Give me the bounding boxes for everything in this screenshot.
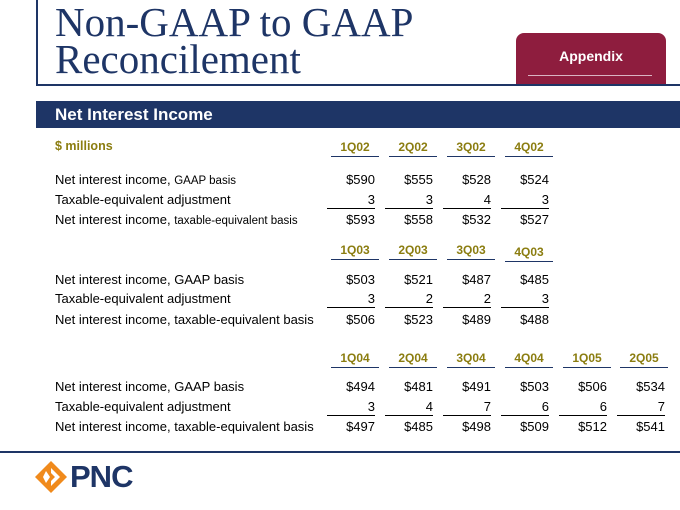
col-header: 1Q05: [563, 351, 611, 368]
value-cell: 2: [443, 291, 491, 308]
section-banner: Net Interest Income: [36, 101, 680, 128]
value-cell: $532: [462, 212, 491, 227]
page-title: Non-GAAP to GAAP Reconcilement: [55, 0, 414, 82]
value-cell: $512: [578, 419, 607, 434]
appendix-label: Appendix: [559, 48, 623, 64]
title-rule: [36, 84, 680, 86]
value-cell: $506: [578, 379, 607, 394]
title-left-rule: [36, 0, 38, 84]
col-header: 2Q04: [389, 351, 437, 368]
col-header: 4Q03: [505, 245, 553, 262]
row-label-taxable-equivalent: Net interest income, taxable-equivalent …: [55, 212, 298, 227]
value-cell: $527: [520, 212, 549, 227]
value-cell: 3: [327, 399, 375, 416]
footer-rule: [0, 451, 680, 453]
value-cell: 4: [443, 192, 491, 209]
value-cell: 3: [501, 291, 549, 308]
row-label-adjustment: Taxable-equivalent adjustment: [55, 192, 231, 207]
row-label-adjustment: Taxable-equivalent adjustment: [55, 399, 231, 414]
value-cell: $481: [404, 379, 433, 394]
value-cell: $593: [346, 212, 375, 227]
col-header: 1Q04: [331, 351, 379, 368]
value-cell: $489: [462, 312, 491, 327]
value-cell: $485: [520, 272, 549, 287]
value-cell: $558: [404, 212, 433, 227]
value-cell: $503: [346, 272, 375, 287]
row-label-taxable-equivalent: Net interest income, taxable-equivalent …: [55, 419, 314, 434]
value-cell: $509: [520, 419, 549, 434]
value-cell: $541: [636, 419, 665, 434]
col-header: 4Q04: [505, 351, 553, 368]
col-header: 2Q05: [620, 351, 668, 368]
appendix-underline: [528, 75, 652, 76]
value-cell: $488: [520, 312, 549, 327]
col-header: 3Q04: [447, 351, 495, 368]
value-cell: $494: [346, 379, 375, 394]
col-header: 2Q03: [389, 243, 437, 260]
units-label: $ millions: [55, 139, 113, 153]
value-cell: $555: [404, 172, 433, 187]
value-cell: $590: [346, 172, 375, 187]
value-cell: 3: [501, 192, 549, 209]
value-cell: $485: [404, 419, 433, 434]
value-cell: $524: [520, 172, 549, 187]
col-header: 1Q03: [331, 243, 379, 260]
value-cell: $498: [462, 419, 491, 434]
row-label-gaap: Net interest income, GAAP basis: [55, 272, 245, 287]
value-cell: $506: [346, 312, 375, 327]
col-header: 1Q02: [331, 140, 379, 157]
value-cell: 6: [559, 399, 607, 416]
section-title: Net Interest Income: [55, 105, 213, 124]
value-cell: 3: [385, 192, 433, 209]
value-cell: $534: [636, 379, 665, 394]
value-cell: $523: [404, 312, 433, 327]
value-cell: 7: [443, 399, 491, 416]
value-cell: $497: [346, 419, 375, 434]
row-label-gaap: Net interest income, GAAP basis: [55, 172, 237, 187]
pnc-logo-icon: [35, 461, 67, 493]
col-header: 2Q02: [389, 140, 437, 157]
row-label-adjustment: Taxable-equivalent adjustment: [55, 291, 231, 306]
row-label-taxable-equivalent: Net interest income, taxable-equivalent …: [55, 312, 314, 327]
value-cell: $521: [404, 272, 433, 287]
value-cell: 7: [617, 399, 665, 416]
value-cell: 4: [385, 399, 433, 416]
value-cell: $487: [462, 272, 491, 287]
value-cell: 6: [501, 399, 549, 416]
appendix-tab: Appendix: [516, 33, 666, 85]
title-line-2: Reconcilement: [55, 36, 301, 82]
value-cell: $528: [462, 172, 491, 187]
value-cell: 2: [385, 291, 433, 308]
col-header: 3Q02: [447, 140, 495, 157]
value-cell: 3: [327, 291, 375, 308]
row-label-gaap: Net interest income, GAAP basis: [55, 379, 245, 394]
value-cell: $491: [462, 379, 491, 394]
col-header: 3Q03: [447, 243, 495, 260]
col-header: 4Q02: [505, 140, 553, 157]
pnc-logo-text: PNC: [70, 459, 133, 494]
title-line-1: Non-GAAP to GAAP: [55, 0, 414, 45]
value-cell: $503: [520, 379, 549, 394]
value-cell: 3: [327, 192, 375, 209]
